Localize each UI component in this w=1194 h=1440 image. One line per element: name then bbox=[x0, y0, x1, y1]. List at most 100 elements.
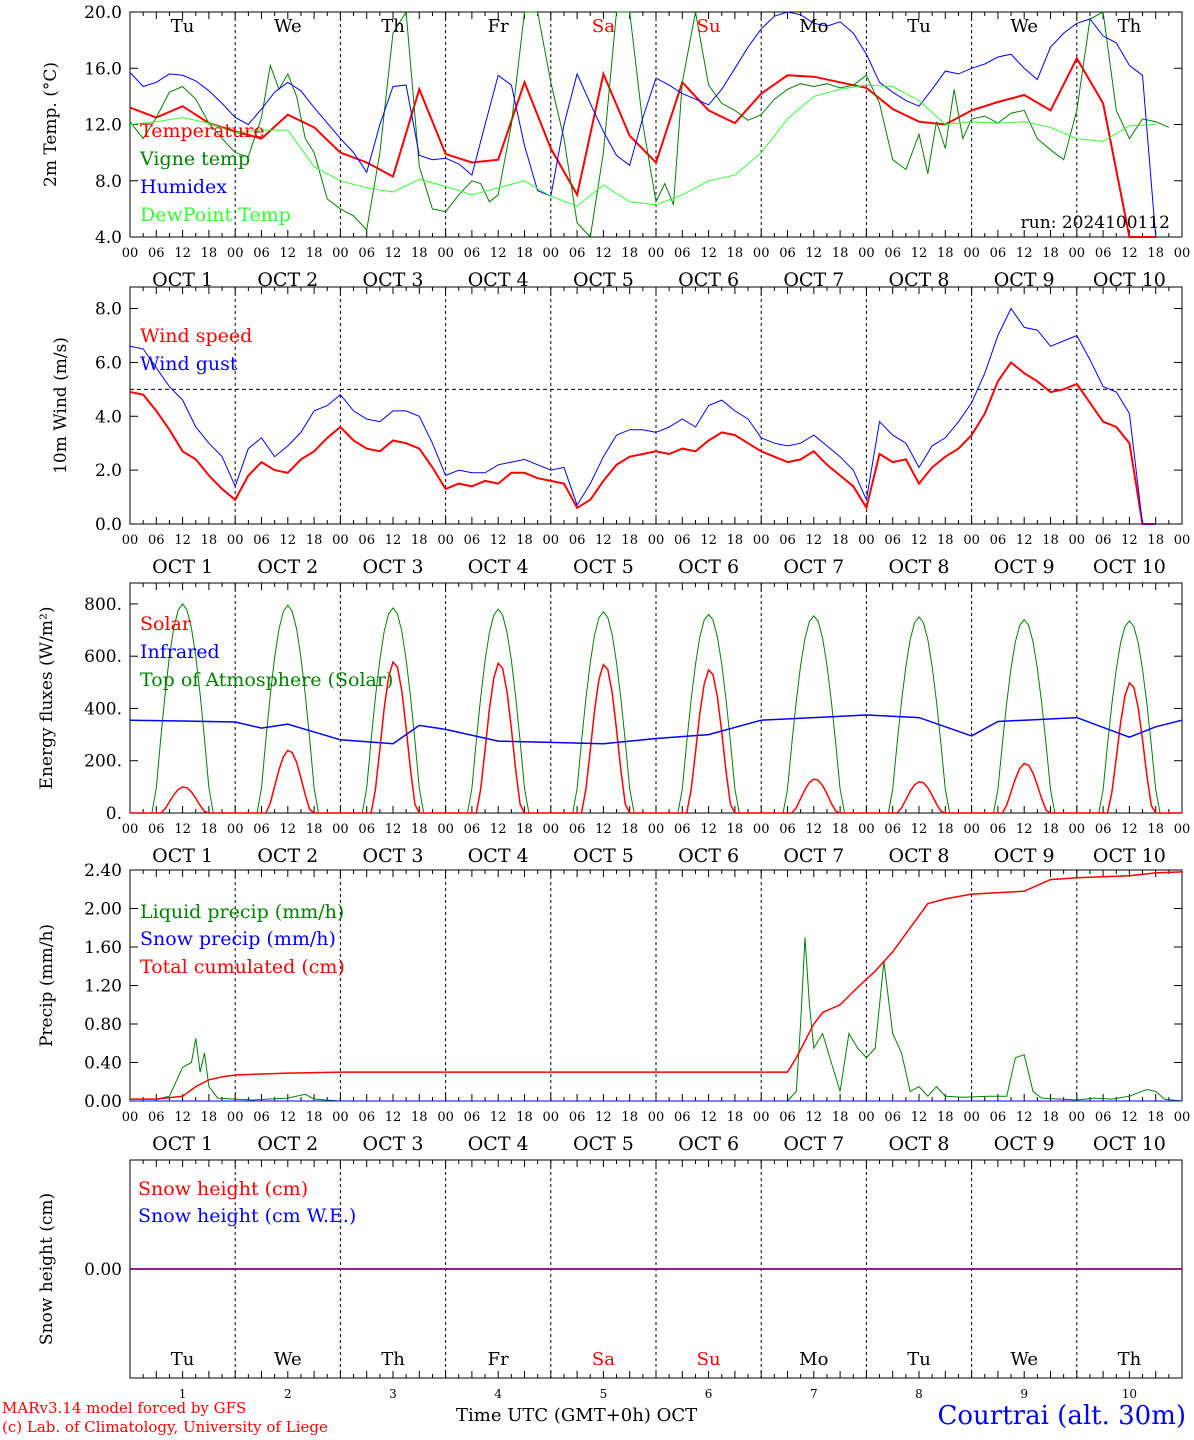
hour-tick-label: 00 bbox=[963, 246, 980, 261]
date-label: OCT 6 bbox=[678, 269, 739, 291]
date-label: OCT 7 bbox=[783, 269, 844, 291]
weekday-label: Tu bbox=[907, 1349, 931, 1370]
hour-tick-label: 00 bbox=[543, 822, 560, 837]
y-tick-label: 2.40 bbox=[84, 861, 122, 881]
hour-tick-label: 18 bbox=[937, 1110, 954, 1125]
date-label: OCT 4 bbox=[468, 1133, 529, 1155]
weekday-label: We bbox=[1010, 16, 1038, 37]
hour-tick-label: 18 bbox=[832, 533, 849, 548]
hour-tick-label: 12 bbox=[700, 533, 717, 548]
date-label: OCT 8 bbox=[889, 845, 950, 867]
hour-tick-label: 06 bbox=[990, 1110, 1007, 1125]
date-label: OCT 10 bbox=[1093, 845, 1166, 867]
date-label: OCT 1 bbox=[152, 556, 213, 578]
weekday-label: Sa bbox=[592, 1349, 615, 1370]
hour-tick-label: 06 bbox=[253, 533, 270, 548]
hour-tick-label: 06 bbox=[464, 822, 481, 837]
model-credit: MARv3.14 model forced by GFS (c) Lab. of… bbox=[2, 1399, 328, 1437]
day-number: 3 bbox=[389, 1387, 397, 1401]
hour-tick-label: 12 bbox=[700, 246, 717, 261]
hour-tick-label: 00 bbox=[437, 246, 454, 261]
hour-tick-label: 12 bbox=[911, 246, 928, 261]
hour-tick-label: 00 bbox=[1069, 246, 1086, 261]
hour-tick-label: 00 bbox=[1069, 822, 1086, 837]
hour-tick-label: 06 bbox=[1095, 822, 1112, 837]
legend-entry: Solar bbox=[140, 613, 192, 635]
weekday-label: Sa bbox=[592, 16, 615, 37]
legend-entry: Wind gust bbox=[140, 353, 238, 375]
hour-tick-label: 12 bbox=[806, 533, 823, 548]
hour-tick-label: 00 bbox=[648, 246, 665, 261]
hour-tick-label: 06 bbox=[884, 822, 901, 837]
hour-tick-label: 18 bbox=[727, 1110, 744, 1125]
hour-tick-label: 18 bbox=[621, 822, 638, 837]
hour-tick-label: 18 bbox=[1147, 246, 1164, 261]
y-tick-label: 0.00 bbox=[84, 1260, 122, 1280]
hour-tick-label: 12 bbox=[385, 1110, 402, 1125]
hour-tick-label: 06 bbox=[674, 246, 691, 261]
hour-tick-label: 18 bbox=[411, 822, 428, 837]
hour-tick-label: 00 bbox=[648, 1110, 665, 1125]
hour-tick-label: 12 bbox=[1121, 246, 1138, 261]
x-axis-label: Time UTC (GMT+0h) bbox=[456, 1405, 651, 1426]
hour-tick-label: 18 bbox=[516, 1110, 533, 1125]
hour-tick-label: 00 bbox=[753, 533, 770, 548]
date-label: OCT 5 bbox=[573, 1133, 634, 1155]
hour-tick-label: 00 bbox=[543, 246, 560, 261]
y-tick-label: 200. bbox=[84, 752, 122, 772]
hour-tick-label: 00 bbox=[1174, 1110, 1191, 1125]
hour-tick-label: 06 bbox=[253, 246, 270, 261]
hour-tick-label: 18 bbox=[832, 1110, 849, 1125]
hour-tick-label: 18 bbox=[1042, 533, 1059, 548]
hour-tick-label: 06 bbox=[779, 822, 796, 837]
hour-tick-label: 18 bbox=[516, 822, 533, 837]
date-label: OCT 7 bbox=[783, 556, 844, 578]
hour-tick-label: 06 bbox=[464, 533, 481, 548]
weekday-label: Mo bbox=[799, 16, 828, 37]
hour-tick-label: 00 bbox=[858, 533, 875, 548]
date-label: OCT 2 bbox=[257, 269, 318, 291]
legend-entry: Snow precip (mm/h) bbox=[140, 928, 336, 950]
date-label: OCT 9 bbox=[994, 269, 1055, 291]
y-tick-label: 8.0 bbox=[95, 300, 122, 320]
hour-tick-label: 06 bbox=[884, 1110, 901, 1125]
day-number: 8 bbox=[915, 1387, 923, 1401]
hour-tick-label: 06 bbox=[674, 533, 691, 548]
hour-tick-label: 00 bbox=[753, 822, 770, 837]
hour-tick-label: 18 bbox=[306, 1110, 323, 1125]
hour-tick-label: 12 bbox=[911, 1110, 928, 1125]
hour-tick-label: 12 bbox=[700, 822, 717, 837]
date-label: OCT 3 bbox=[363, 845, 424, 867]
hour-tick-label: 18 bbox=[937, 822, 954, 837]
hour-tick-label: 12 bbox=[490, 822, 507, 837]
legend-entry: DewPoint Temp bbox=[140, 204, 291, 226]
panel-1-plot bbox=[129, 10, 1169, 239]
y-tick-label: 1.20 bbox=[84, 977, 122, 997]
date-label: OCT 8 bbox=[889, 269, 950, 291]
day-number: 7 bbox=[810, 1387, 818, 1401]
hour-tick-label: 18 bbox=[727, 533, 744, 548]
series-line bbox=[129, 307, 1156, 525]
date-label: OCT 3 bbox=[363, 556, 424, 578]
hour-tick-label: 06 bbox=[358, 1110, 375, 1125]
date-label: OCT 4 bbox=[468, 845, 529, 867]
date-label: OCT 5 bbox=[573, 269, 634, 291]
hour-tick-label: 18 bbox=[516, 533, 533, 548]
date-label: OCT 2 bbox=[257, 1133, 318, 1155]
hour-tick-label: 06 bbox=[1095, 533, 1112, 548]
hour-tick-label: 00 bbox=[332, 533, 349, 548]
date-label: OCT 3 bbox=[363, 269, 424, 291]
y-axis-label: Energy fluxes (W/m²) bbox=[37, 607, 57, 790]
series-infrared bbox=[129, 714, 1183, 745]
hour-tick-label: 12 bbox=[385, 533, 402, 548]
series-line bbox=[129, 360, 1156, 525]
date-label: OCT 6 bbox=[678, 845, 739, 867]
legend-entry: Temperature bbox=[140, 120, 264, 142]
hour-tick-label: 18 bbox=[937, 246, 954, 261]
hour-tick-label: 12 bbox=[385, 822, 402, 837]
hour-tick-label: 06 bbox=[884, 246, 901, 261]
y-tick-label: 600. bbox=[84, 647, 122, 667]
hour-tick-label: 18 bbox=[1147, 1110, 1164, 1125]
hour-tick-label: 00 bbox=[753, 246, 770, 261]
hour-tick-label: 00 bbox=[332, 246, 349, 261]
